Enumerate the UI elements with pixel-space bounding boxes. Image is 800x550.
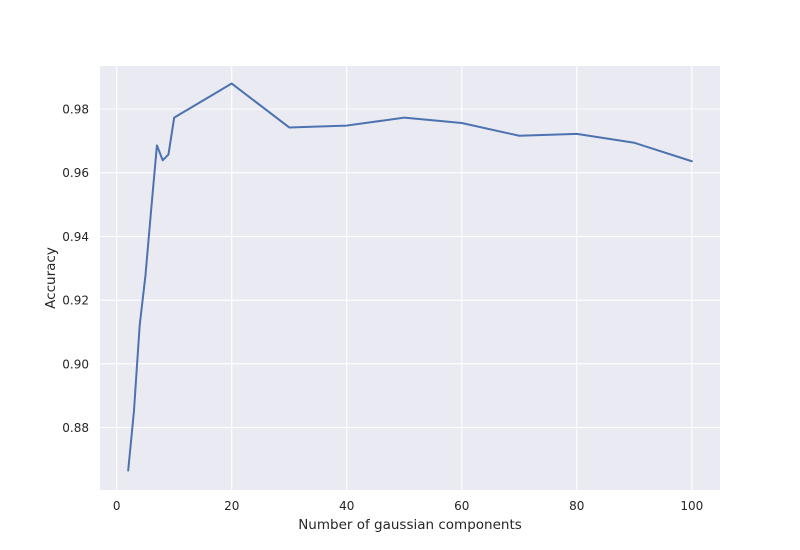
y-tick-label: 0.88 — [62, 421, 89, 435]
x-tick-label: 60 — [454, 499, 469, 513]
x-tick-label: 40 — [339, 499, 354, 513]
y-tick-label: 0.96 — [62, 166, 89, 180]
y-tick-label: 0.90 — [62, 357, 89, 371]
y-axis-ticks: 0.88 0.90 0.92 0.94 0.96 0.98 — [62, 103, 89, 436]
x-axis-label: Number of gaussian components — [298, 517, 522, 533]
y-tick-label: 0.94 — [62, 230, 89, 244]
plot-area — [100, 66, 720, 490]
y-tick-label: 0.98 — [62, 103, 89, 117]
y-axis-label: Accuracy — [43, 247, 59, 309]
series-line-0 — [127, 82, 693, 472]
x-tick-label: 0 — [113, 499, 121, 513]
x-tick-label: 100 — [680, 499, 703, 513]
x-axis-ticks: 0 20 40 60 80 100 — [113, 499, 703, 513]
y-tick-label: 0.92 — [62, 294, 89, 308]
x-tick-label: 20 — [224, 499, 239, 513]
grid — [100, 66, 720, 490]
series-layer — [127, 82, 693, 472]
x-tick-label: 80 — [569, 499, 584, 513]
